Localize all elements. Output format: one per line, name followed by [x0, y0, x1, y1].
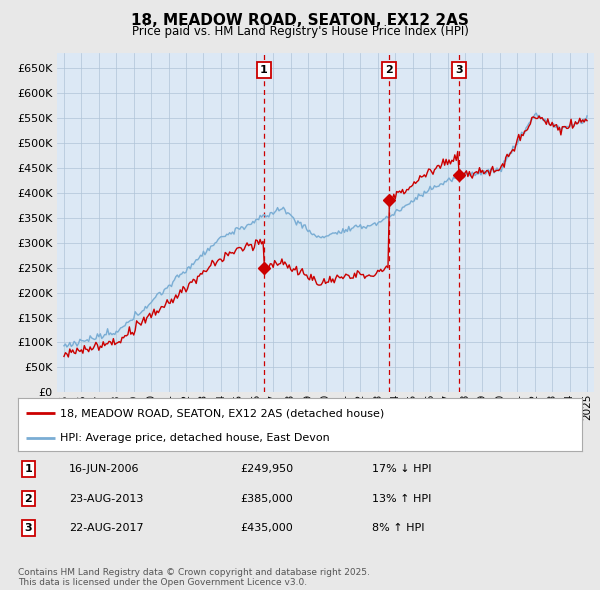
Text: 1: 1 [25, 464, 32, 474]
Text: HPI: Average price, detached house, East Devon: HPI: Average price, detached house, East… [60, 433, 330, 443]
Text: £385,000: £385,000 [240, 494, 293, 503]
Text: 16-JUN-2006: 16-JUN-2006 [69, 464, 139, 474]
Text: 23-AUG-2013: 23-AUG-2013 [69, 494, 143, 503]
Text: 3: 3 [25, 523, 32, 533]
Text: £435,000: £435,000 [240, 523, 293, 533]
Text: 8% ↑ HPI: 8% ↑ HPI [372, 523, 425, 533]
Text: 3: 3 [455, 65, 463, 75]
Text: 13% ↑ HPI: 13% ↑ HPI [372, 494, 431, 503]
Text: 1: 1 [260, 65, 268, 75]
Text: £249,950: £249,950 [240, 464, 293, 474]
Text: 22-AUG-2017: 22-AUG-2017 [69, 523, 143, 533]
Text: 18, MEADOW ROAD, SEATON, EX12 2AS (detached house): 18, MEADOW ROAD, SEATON, EX12 2AS (detac… [60, 408, 385, 418]
Text: 2: 2 [25, 494, 32, 503]
Text: 2: 2 [385, 65, 393, 75]
Text: 18, MEADOW ROAD, SEATON, EX12 2AS: 18, MEADOW ROAD, SEATON, EX12 2AS [131, 13, 469, 28]
Text: Price paid vs. HM Land Registry's House Price Index (HPI): Price paid vs. HM Land Registry's House … [131, 25, 469, 38]
Text: Contains HM Land Registry data © Crown copyright and database right 2025.
This d: Contains HM Land Registry data © Crown c… [18, 568, 370, 587]
Text: 17% ↓ HPI: 17% ↓ HPI [372, 464, 431, 474]
